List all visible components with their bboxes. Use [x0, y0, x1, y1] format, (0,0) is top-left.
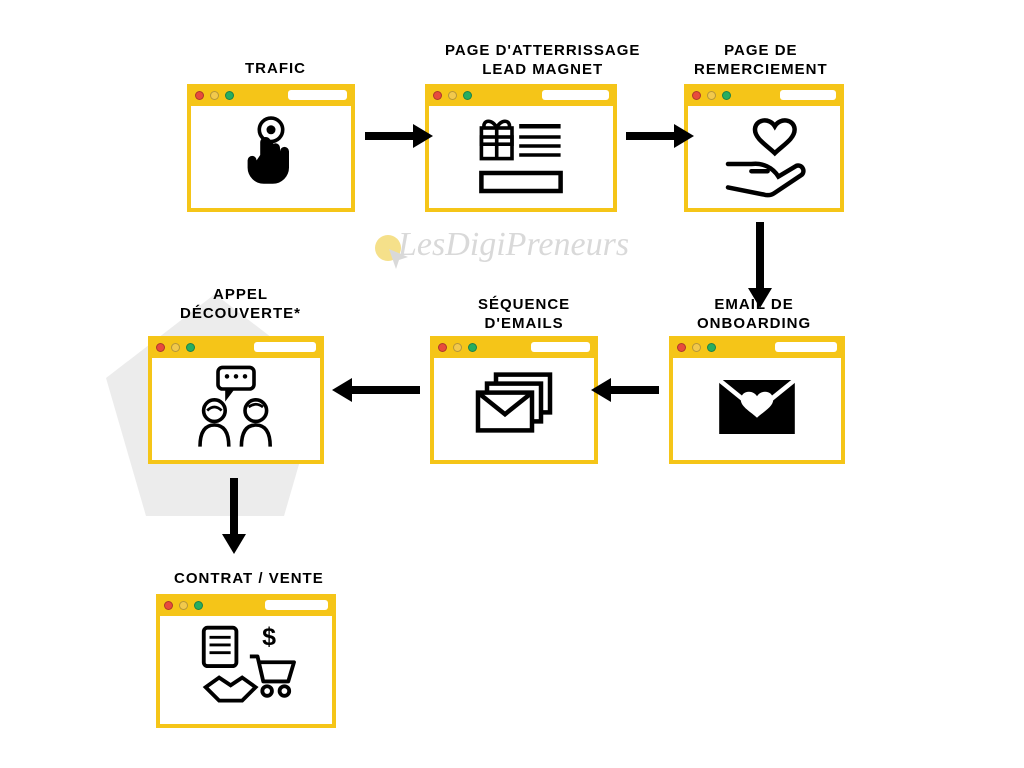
pointer-icon	[199, 110, 343, 205]
card-titlebar-thanks	[684, 84, 844, 106]
card-titlebar-appel	[148, 336, 324, 358]
address-bar	[254, 342, 316, 352]
arrow-a6	[214, 478, 254, 554]
address-bar	[775, 342, 837, 352]
traffic-dot-1	[210, 91, 219, 100]
card-body-sequence	[430, 358, 598, 464]
card-titlebar-sequence	[430, 336, 598, 358]
traffic-dot-1	[707, 91, 716, 100]
card-titlebar-onboarding	[669, 336, 845, 358]
watermark-text: LesDigiPreneurs	[398, 226, 629, 264]
label-sequence: SÉQUENCE D'EMAILS	[478, 296, 570, 334]
label-thanks: PAGE DE REMERCIEMENT	[694, 42, 828, 80]
address-bar	[288, 90, 347, 100]
card-sequence	[430, 336, 598, 464]
traffic-dot-2	[194, 601, 203, 610]
card-body-landing	[425, 106, 617, 212]
traffic-dot-0	[692, 91, 701, 100]
traffic-dot-1	[692, 343, 701, 352]
card-body-contrat: $	[156, 616, 336, 728]
envelope-stack-icon	[442, 362, 586, 457]
label-appel: APPEL DÉCOUVERTE*	[180, 286, 301, 324]
card-trafic	[187, 84, 355, 212]
traffic-dot-0	[433, 91, 442, 100]
card-titlebar-trafic	[187, 84, 355, 106]
address-bar	[780, 90, 836, 100]
svg-text:$: $	[262, 622, 276, 650]
label-trafic: TRAFIC	[245, 60, 306, 79]
traffic-dot-2	[463, 91, 472, 100]
card-onboarding	[669, 336, 845, 464]
address-bar	[542, 90, 609, 100]
gift-page-icon	[437, 110, 605, 205]
traffic-dot-1	[179, 601, 188, 610]
card-body-appel	[148, 358, 324, 464]
arrow-a5	[332, 370, 420, 410]
traffic-dot-0	[195, 91, 204, 100]
traffic-dot-0	[677, 343, 686, 352]
card-titlebar-contrat	[156, 594, 336, 616]
card-body-thanks	[684, 106, 844, 212]
traffic-dot-0	[156, 343, 165, 352]
arrow-a2	[626, 116, 694, 156]
card-thanks	[684, 84, 844, 212]
traffic-dot-1	[448, 91, 457, 100]
card-body-onboarding	[669, 358, 845, 464]
traffic-dot-0	[438, 343, 447, 352]
card-appel	[148, 336, 324, 464]
label-landing: PAGE D'ATTERRISSAGE LEAD MAGNET	[445, 42, 640, 80]
hand-heart-icon	[696, 110, 832, 205]
conversation-icon	[160, 362, 312, 457]
traffic-dot-1	[171, 343, 180, 352]
traffic-dot-2	[468, 343, 477, 352]
traffic-dot-2	[225, 91, 234, 100]
card-titlebar-landing	[425, 84, 617, 106]
traffic-dot-2	[186, 343, 195, 352]
traffic-dot-2	[722, 91, 731, 100]
address-bar	[265, 600, 328, 610]
traffic-dot-0	[164, 601, 173, 610]
traffic-dot-1	[453, 343, 462, 352]
handshake-cart-icon: $	[168, 620, 324, 721]
arrow-a4	[591, 370, 659, 410]
arrow-a3	[740, 222, 780, 308]
address-bar	[531, 342, 590, 352]
arrow-a1	[365, 116, 433, 156]
card-body-trafic	[187, 106, 355, 212]
label-contrat: CONTRAT / VENTE	[174, 570, 324, 589]
traffic-dot-2	[707, 343, 716, 352]
envelope-heart-icon	[681, 362, 833, 457]
card-contrat: $	[156, 594, 336, 728]
card-landing	[425, 84, 617, 212]
